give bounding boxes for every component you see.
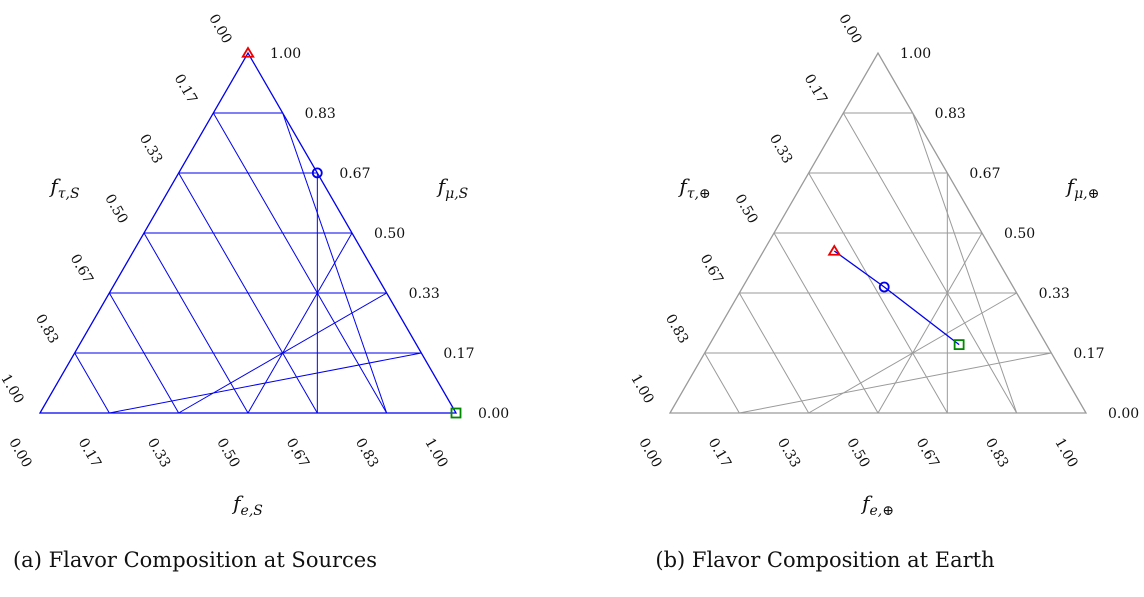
grid-line xyxy=(282,112,388,414)
right-tick-label: 0.50 xyxy=(374,226,405,242)
bottom-tick-label: 0.17 xyxy=(75,436,104,471)
data-points xyxy=(241,46,462,419)
left-tick-label: 0.17 xyxy=(171,72,200,107)
panel-b: 0.00 0.17 0.33 0.50 0.67 0.83 1.000.000.170.33… xyxy=(627,12,1139,572)
bottom-axis-label-subscript: e,S xyxy=(241,503,263,519)
bottom-axis-label: fe,⊕ xyxy=(860,491,894,519)
right-tick-label: 0.33 xyxy=(409,286,440,302)
bottom-tick-label: 0.00 xyxy=(5,436,34,471)
bottom-tick-label: 0.83 xyxy=(352,436,381,471)
right-tick-label: 0.50 xyxy=(1004,226,1035,242)
left-tick-label: 0.33 xyxy=(136,132,165,167)
right-axis-label: fμ,⊕ xyxy=(1065,174,1100,202)
panel-caption: (b) Flavor Composition at Earth xyxy=(655,548,994,572)
panel-caption: (a) Flavor Composition at Sources xyxy=(13,548,377,572)
right-tick-label: 1.00 xyxy=(900,46,931,62)
left-tick-label: 0.00 xyxy=(835,12,864,47)
left-tick-label: 0.33 xyxy=(766,132,795,167)
right-tick-label: 0.17 xyxy=(443,346,474,362)
circle-marker xyxy=(311,167,323,179)
grid-line xyxy=(212,112,388,414)
bottom-tick-label: 0.33 xyxy=(144,436,173,471)
left-tick-label: 0.50 xyxy=(731,192,760,227)
right-tick-label: 0.17 xyxy=(1073,346,1104,362)
left-tick-label: 0.83 xyxy=(32,312,61,347)
panel-a: 0.00 0.17 0.33 0.50 0.67 0.83 1.000.000.170.33… xyxy=(0,12,509,572)
ternary-frame xyxy=(668,51,1088,414)
bottom-axis-label: fe,S xyxy=(231,491,263,519)
bottom-axis-label-subscript: e,⊕ xyxy=(869,503,893,519)
right-tick-label: 1.00 xyxy=(270,46,301,62)
grid-line xyxy=(143,232,249,414)
right-tick-label: 0.67 xyxy=(969,166,1000,182)
left-axis-label-subscript: τ,⊕ xyxy=(687,186,711,202)
ternary-grid xyxy=(38,51,458,414)
left-tick-label: 0.00 xyxy=(205,12,234,47)
bottom-tick-label: 0.67 xyxy=(283,436,312,471)
left-tick-label: 1.00 xyxy=(0,372,27,407)
left-tick-label: 0.17 xyxy=(801,72,830,107)
triangle-marker xyxy=(241,46,255,58)
grid-line xyxy=(912,112,1018,414)
bottom-tick-label: 0.67 xyxy=(913,436,942,471)
left-tick-label: 0.67 xyxy=(697,252,726,287)
triangle-marker xyxy=(827,244,842,256)
right-tick-label: 0.83 xyxy=(305,106,336,122)
right-axis-label-subscript: μ,S xyxy=(445,186,468,202)
left-axis-label-subscript: τ,S xyxy=(58,186,80,202)
grid-line xyxy=(178,172,318,414)
left-tick-label: 1.00 xyxy=(627,372,656,407)
right-tick-label: 0.67 xyxy=(339,166,370,182)
right-tick-label: 0.83 xyxy=(935,106,966,122)
bottom-tick-label: 0.17 xyxy=(705,436,734,471)
right-axis-label-subscript: μ,⊕ xyxy=(1074,186,1099,202)
bottom-tick-label: 1.00 xyxy=(1051,436,1080,471)
evolution-line xyxy=(833,250,960,346)
grid-line xyxy=(704,352,740,414)
grid-line xyxy=(738,292,810,414)
bottom-tick-label: 1.00 xyxy=(421,436,450,471)
square-marker xyxy=(450,407,462,419)
ternary-frame xyxy=(38,51,458,414)
ternary-grid xyxy=(668,51,1088,414)
grid-line xyxy=(808,172,948,414)
bottom-tick-label: 0.00 xyxy=(635,436,664,471)
left-tick-label: 0.67 xyxy=(67,252,96,287)
bottom-tick-label: 0.50 xyxy=(213,436,242,471)
square-marker xyxy=(953,339,965,351)
tick-labels: 0.00 0.17 0.33 0.50 0.67 0.83 1.000.000.170.33… xyxy=(627,12,1139,471)
right-tick-label: 0.00 xyxy=(478,406,509,422)
grid-line xyxy=(247,232,353,414)
grid-line xyxy=(74,352,110,414)
left-axis-label: fτ,S xyxy=(48,174,79,202)
bottom-tick-label: 0.33 xyxy=(774,436,803,471)
data-points xyxy=(827,244,965,351)
bottom-tick-label: 0.50 xyxy=(843,436,872,471)
grid-line xyxy=(108,292,180,414)
grid-line xyxy=(773,232,879,414)
grid-line xyxy=(842,112,1018,414)
left-axis-label: fτ,⊕ xyxy=(677,174,710,202)
right-tick-label: 0.00 xyxy=(1108,406,1139,422)
circle-marker xyxy=(878,281,890,293)
left-tick-label: 0.83 xyxy=(662,312,691,347)
right-axis-label: fμ,S xyxy=(436,174,469,202)
left-tick-label: 0.50 xyxy=(101,192,130,227)
right-tick-label: 0.33 xyxy=(1039,286,1070,302)
bottom-tick-label: 0.83 xyxy=(982,436,1011,471)
